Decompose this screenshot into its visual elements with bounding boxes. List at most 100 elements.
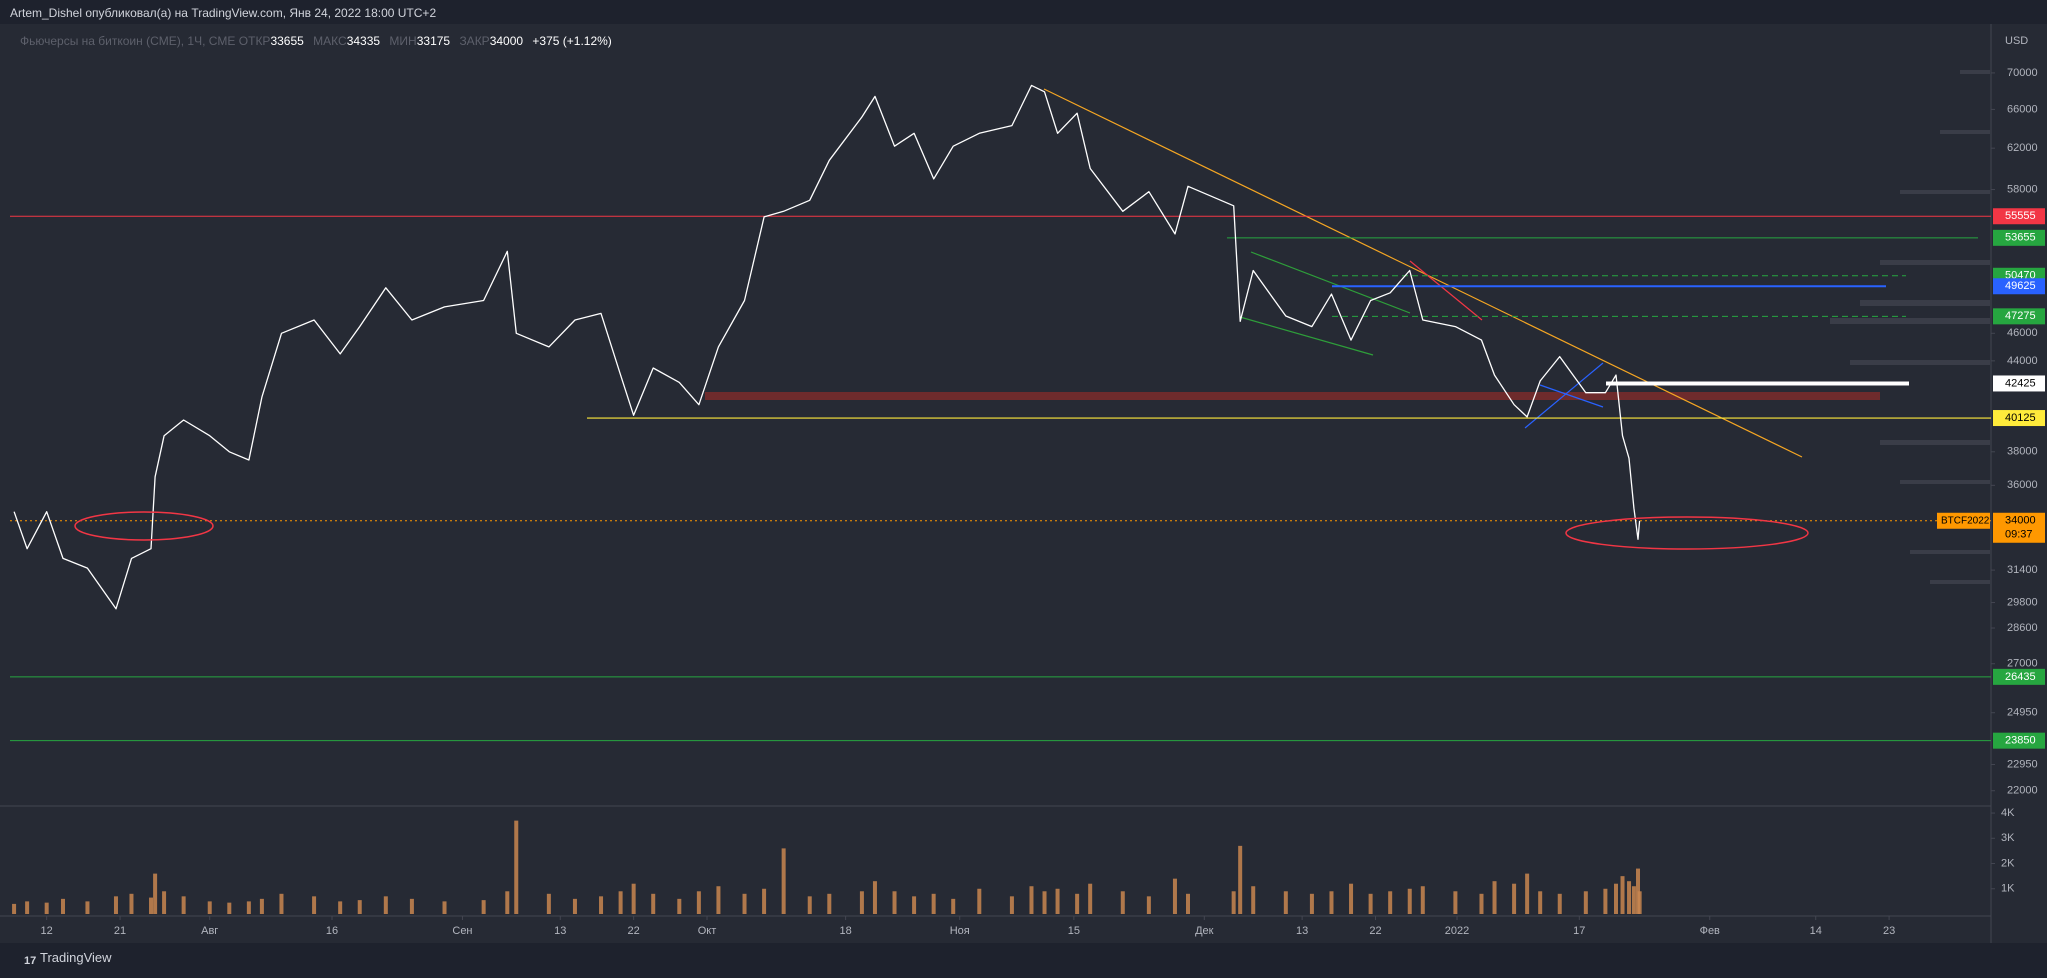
level-label-box: [1993, 410, 2045, 427]
volume-bar: [1407, 888, 1412, 914]
y-tick-label: 58000: [2007, 183, 2038, 195]
volume-bar: [1055, 888, 1060, 914]
volume-bar: [12, 903, 17, 914]
volume-bar: [1631, 886, 1636, 914]
x-tick-label: 15: [1068, 925, 1080, 937]
level-label-box: [1993, 308, 2045, 325]
volume-bar: [1329, 891, 1334, 914]
y-tick-label: 22950: [2007, 758, 2038, 770]
volume-bar: [1349, 883, 1354, 914]
x-tick-label: 16: [326, 925, 338, 937]
currency: USD: [2005, 35, 2028, 47]
volume-bar: [1231, 891, 1236, 914]
volume-bar: [1538, 891, 1543, 914]
volume-bar: [1557, 893, 1562, 914]
y-tick-label: 36000: [2007, 479, 2038, 491]
volume-bar: [246, 901, 251, 914]
symbol-label-box: [1937, 512, 1990, 529]
volume-profile: [1830, 70, 1990, 584]
volume-bar: [912, 896, 917, 914]
volume-bar: [409, 898, 414, 914]
countdown: 09:37: [2005, 529, 2033, 541]
y-tick-label: 46000: [2007, 327, 2038, 339]
volume-bar: [181, 896, 186, 914]
level-label-box: [1993, 668, 2045, 685]
level-label: 55555: [2005, 210, 2036, 222]
ohlc-value: 33175: [416, 34, 451, 48]
volume-bar: [227, 902, 232, 914]
volume-bar: [599, 896, 604, 914]
volume-bar: [762, 888, 767, 914]
price: [13, 84, 1641, 610]
symbol-title: Фьючерсы на биткоин (CME), 1Ч, CME: [20, 34, 236, 48]
volume-bar: [1613, 883, 1618, 914]
volume-bar: [872, 881, 877, 914]
volume-bar: [1075, 893, 1080, 914]
level-label-box: [1993, 229, 2045, 246]
x-tick-label: Ноя: [950, 925, 970, 937]
x-tick-label: 13: [554, 925, 566, 937]
volume-bar: [1009, 896, 1014, 914]
volume-bar: [85, 901, 90, 914]
highlight-ellipse: [1565, 516, 1809, 550]
volume-bar: [383, 896, 388, 914]
ohlc-label: ЗАКР: [459, 34, 490, 48]
volume-bar: [113, 896, 118, 914]
volume-bar: [1492, 881, 1497, 914]
volume-bar: [25, 901, 30, 914]
y-tick-label: 62000: [2007, 142, 2038, 154]
publisher-line: Artem_Dishel опубликовал(а) на TradingVi…: [10, 6, 437, 20]
volume-bar: [827, 893, 832, 914]
x-tick-label: 17: [1573, 925, 1585, 937]
level-label-box: [1993, 375, 2045, 392]
volume-bar: [931, 893, 936, 914]
level-label: 23850: [2005, 735, 2036, 747]
volume-bar: [162, 891, 167, 914]
volume-bar: [44, 902, 49, 914]
volume-bar: [312, 896, 317, 914]
level-label: 47275: [2005, 310, 2036, 322]
x-tick-label: Дек: [1195, 925, 1214, 937]
volume-bar: [1238, 845, 1243, 914]
volume-bar: [1620, 876, 1625, 914]
x-tick-label: Окт: [698, 925, 717, 937]
volume-bar: [1583, 891, 1588, 914]
volume-bar: [1479, 893, 1484, 914]
volume-bar: [651, 893, 656, 914]
volume-bar: [207, 901, 212, 914]
volume-tick-label: 3K: [2001, 832, 2015, 844]
volume-bar: [1637, 891, 1642, 914]
x-tick-label: 22: [628, 925, 640, 937]
price-line: [13, 84, 1641, 610]
volume-bar: [631, 883, 636, 914]
level-label-box: [1993, 512, 2045, 543]
volume-bar: [807, 896, 812, 914]
brand: TradingView: [40, 950, 112, 965]
y-tick-label: 31400: [2007, 564, 2038, 576]
volume-bar: [1453, 891, 1458, 914]
volume-bar: [60, 898, 65, 914]
x-tick-label: 2022: [1445, 925, 1469, 937]
y-tick-label: 70000: [2007, 67, 2038, 79]
volume-bar: [1251, 886, 1256, 914]
y-tick-label: 38000: [2007, 446, 2038, 458]
volume-bar: [977, 888, 982, 914]
channel-line: [1250, 251, 1411, 314]
volume-bar: [1309, 893, 1314, 914]
volume-bar: [1088, 883, 1093, 914]
volume-bar: [338, 901, 343, 914]
level-label-box: [1993, 732, 2045, 749]
volume-bar: [742, 893, 747, 914]
symbol-label: BTCF2022: [1941, 515, 1990, 526]
x-tick-label: 18: [839, 925, 851, 937]
volume-bar: [859, 891, 864, 914]
level-label: 34000: [2005, 515, 2036, 527]
level-label-box: [1993, 208, 2045, 225]
volume-bar: [1603, 888, 1608, 914]
volume-tick-label: 2K: [2001, 857, 2015, 869]
axes: 70000 66000 62000 58000 46000 44000 38000 36000…: [41, 67, 2045, 937]
level-label: 40125: [2005, 412, 2036, 424]
volume-bar: [1146, 896, 1151, 914]
